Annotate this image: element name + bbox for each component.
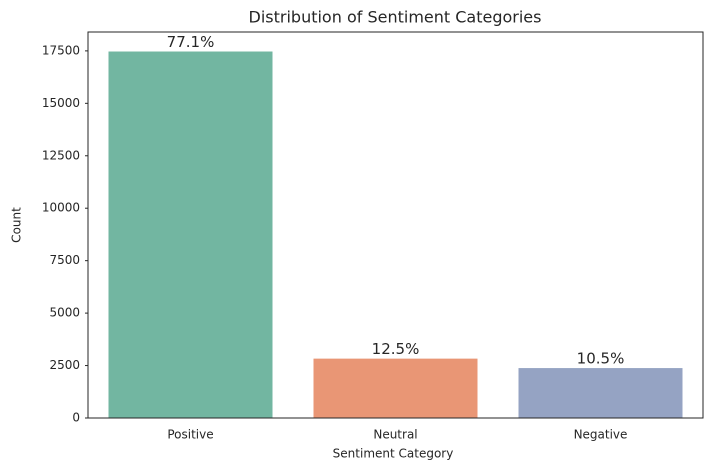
bar-annotation: 12.5% <box>372 340 420 358</box>
x-axis-label: Sentiment Category <box>333 447 454 461</box>
x-tick-label: Negative <box>574 428 628 442</box>
bar-annotation: 77.1% <box>167 33 215 51</box>
y-tick-label: 5000 <box>49 306 80 320</box>
y-tick-label: 7500 <box>49 253 80 267</box>
bar <box>313 358 478 418</box>
plot-frame <box>87 31 704 419</box>
x-tick-label: Neutral <box>373 428 417 442</box>
bar <box>518 368 683 418</box>
x-tick-label: Positive <box>167 428 213 442</box>
chart-title: Distribution of Sentiment Categories <box>249 8 542 27</box>
y-axis-label: Count <box>10 207 24 243</box>
bar <box>108 51 273 419</box>
y-tick-label: 17500 <box>42 43 80 57</box>
y-tick-label: 2500 <box>49 358 80 372</box>
y-tick-label: 12500 <box>42 148 80 162</box>
bar-annotation: 10.5% <box>577 350 625 368</box>
y-tick-label: 15000 <box>42 96 80 110</box>
y-tick-label: 0 <box>72 411 80 425</box>
y-tick-label: 10000 <box>42 201 80 215</box>
